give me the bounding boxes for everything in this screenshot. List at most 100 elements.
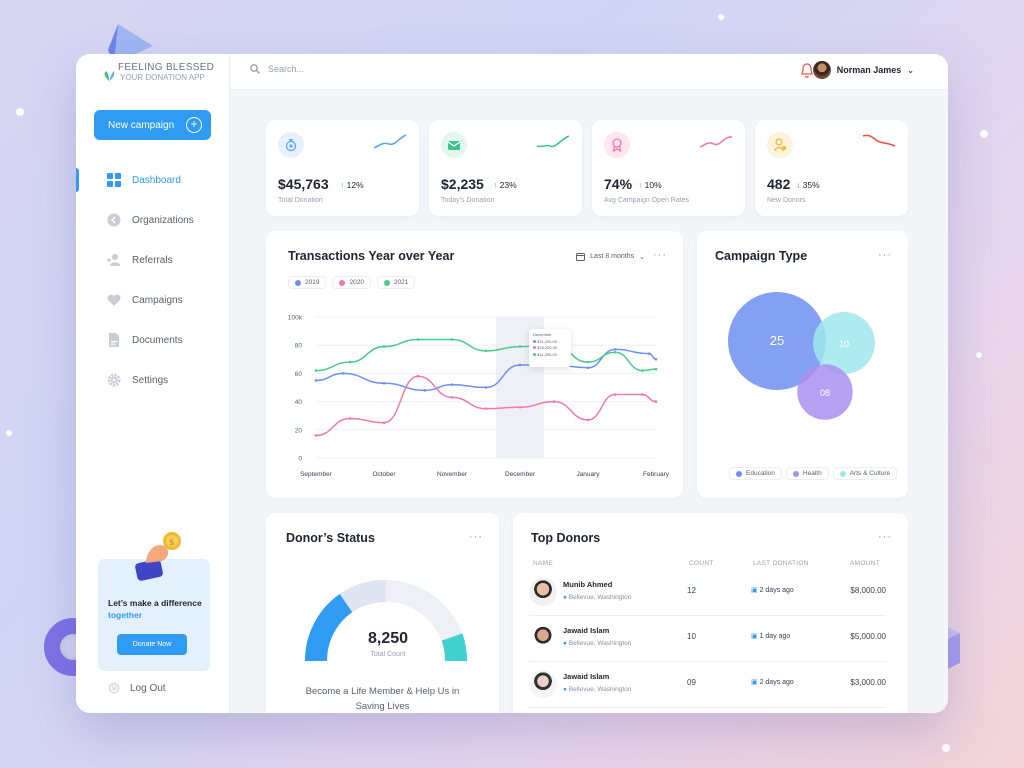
more-options-icon[interactable]: ···	[878, 531, 892, 543]
arrow-down-icon: ↓	[796, 180, 801, 190]
donor-gauge-chart	[304, 580, 467, 662]
data-point[interactable]	[518, 363, 522, 367]
data-point[interactable]	[518, 405, 522, 409]
plus-icon: +	[186, 117, 202, 133]
data-point[interactable]	[654, 367, 658, 371]
data-point[interactable]	[341, 372, 345, 375]
data-point[interactable]	[450, 383, 454, 386]
card-title: Top Donors	[531, 531, 601, 545]
x-tick-label: September	[300, 471, 333, 478]
top-donors-card: Top Donors ··· NAME COUNT LAST DONATION …	[513, 513, 908, 713]
column-header-name[interactable]: NAME	[533, 560, 553, 567]
date-range-label: Last 8 months	[590, 253, 635, 260]
sidebar-item-dashboard[interactable]: Dashboard	[76, 160, 230, 200]
stat-card-todays-donation[interactable]: $2,235 ↑ 23% Today's Donation	[429, 120, 582, 216]
data-point[interactable]	[450, 338, 454, 341]
bubble-education[interactable]	[728, 292, 826, 390]
data-point[interactable]	[348, 360, 352, 364]
data-point[interactable]	[641, 369, 644, 372]
stat-label: Avg Campaign Open Rates	[604, 197, 690, 204]
data-point[interactable]	[484, 407, 488, 410]
bubble-arts-&-culture[interactable]	[813, 312, 875, 374]
donate-now-button[interactable]: Donate Now	[117, 634, 187, 655]
sidebar-item-organizations[interactable]: Organizations	[76, 200, 230, 240]
table-row[interactable]: Jawaid Islam ● Bellevue, Washington 09 ▣…	[529, 662, 886, 708]
data-point[interactable]	[654, 358, 658, 361]
legend-item[interactable]: 2020	[332, 276, 371, 289]
data-point[interactable]	[382, 345, 386, 348]
bubble-health[interactable]	[797, 364, 853, 420]
data-point[interactable]	[613, 348, 617, 351]
legend-item[interactable]: 2019	[288, 276, 327, 289]
avatar	[812, 61, 831, 79]
data-point[interactable]	[382, 421, 386, 425]
data-point[interactable]	[518, 345, 522, 348]
table-row[interactable]: Munib Ahmed ● Bellevue, Washington 12 ▣ …	[529, 570, 886, 616]
column-header-count[interactable]: COUNT	[689, 560, 714, 567]
legend-item[interactable]: Health	[785, 467, 829, 480]
data-point[interactable]	[586, 366, 590, 370]
more-options-icon[interactable]: ···	[469, 531, 483, 543]
new-campaign-button[interactable]: New campaign +	[94, 110, 211, 140]
grid-icon	[107, 173, 121, 187]
data-point[interactable]	[423, 389, 427, 392]
data-point[interactable]	[552, 400, 556, 403]
data-point[interactable]	[613, 350, 617, 354]
column-header-last-donation[interactable]: LAST DONATION	[753, 560, 809, 567]
series-line-2019[interactable]	[315, 348, 657, 392]
date-range-select[interactable]: Last 8 months ⌄	[576, 252, 645, 261]
gauge-segment-blue	[304, 593, 353, 662]
logout-button[interactable]: Log Out	[108, 682, 166, 694]
data-point[interactable]	[484, 386, 488, 389]
app-logo[interactable]: FEELING BLESSED YOUR DONATION APP	[100, 62, 230, 92]
sidebar-item-campaigns[interactable]: Campaigns	[76, 280, 230, 320]
data-point[interactable]	[450, 396, 454, 399]
sidebar-item-referrals[interactable]: Referrals	[76, 240, 230, 280]
last-donation: ▣ 1 day ago	[751, 633, 791, 640]
donor-location: ● Bellevue, Washington	[563, 686, 632, 693]
bell-icon[interactable]	[800, 63, 814, 79]
data-point[interactable]	[314, 379, 318, 382]
legend-item[interactable]: Arts & Culture	[832, 467, 898, 480]
donation-amount: $8,000.00	[850, 586, 886, 595]
table-row[interactable]: Jawaid Islam ● Bellevue, Washington 10 ▣…	[529, 616, 886, 662]
user-menu[interactable]: Norman James ⌄	[812, 61, 914, 79]
more-options-icon[interactable]: ···	[878, 249, 892, 261]
tooltip-row: $15,200.00	[533, 345, 567, 352]
search-input[interactable]: Search...	[250, 64, 304, 74]
x-tick-label: December	[505, 471, 536, 478]
stat-card-new-donors[interactable]: 482 ↓ 35% New Donors	[755, 120, 908, 216]
data-point[interactable]	[416, 338, 420, 341]
data-point[interactable]	[382, 381, 386, 385]
data-point[interactable]	[348, 417, 352, 420]
new-campaign-label: New campaign	[108, 119, 175, 131]
sidebar-item-documents[interactable]: Documents	[76, 320, 230, 360]
chart-tooltip: December $11,200.00 $15,200.00 $11,200.0…	[529, 329, 571, 367]
column-header-amount[interactable]: AMOUNT	[850, 560, 880, 567]
data-point[interactable]	[586, 360, 590, 364]
data-point[interactable]	[613, 393, 617, 396]
donor-name: Jawaid Islam	[563, 626, 610, 635]
stat-label: Today's Donation	[441, 197, 495, 204]
donation-count: 10	[687, 632, 696, 641]
series-line-2021[interactable]	[315, 338, 657, 372]
series-line-2020[interactable]	[315, 375, 657, 437]
more-options-icon[interactable]: ···	[653, 249, 667, 261]
data-point[interactable]	[654, 400, 658, 403]
logo-icon	[104, 71, 115, 81]
stat-card-total-donation[interactable]: $45,763 ↑ 12% Total Donation	[266, 120, 419, 216]
data-point[interactable]	[586, 418, 590, 422]
stat-card-open-rates[interactable]: 74% ↑ 10% Avg Campaign Open Rates	[592, 120, 745, 216]
data-point[interactable]	[314, 434, 318, 437]
data-point[interactable]	[416, 374, 420, 378]
legend-item[interactable]: Education	[729, 467, 782, 480]
sidebar-item-settings[interactable]: Settings	[76, 360, 230, 400]
gauge-segment-lavender	[339, 580, 387, 613]
data-point[interactable]	[314, 369, 318, 372]
data-point[interactable]	[484, 349, 488, 353]
data-point[interactable]	[647, 352, 651, 355]
life-member-cta[interactable]: Become a Life Member & Help Us in Saving…	[266, 684, 499, 713]
x-tick-label: October	[372, 471, 396, 478]
data-point[interactable]	[641, 393, 644, 396]
legend-item[interactable]: 2021	[376, 276, 416, 289]
